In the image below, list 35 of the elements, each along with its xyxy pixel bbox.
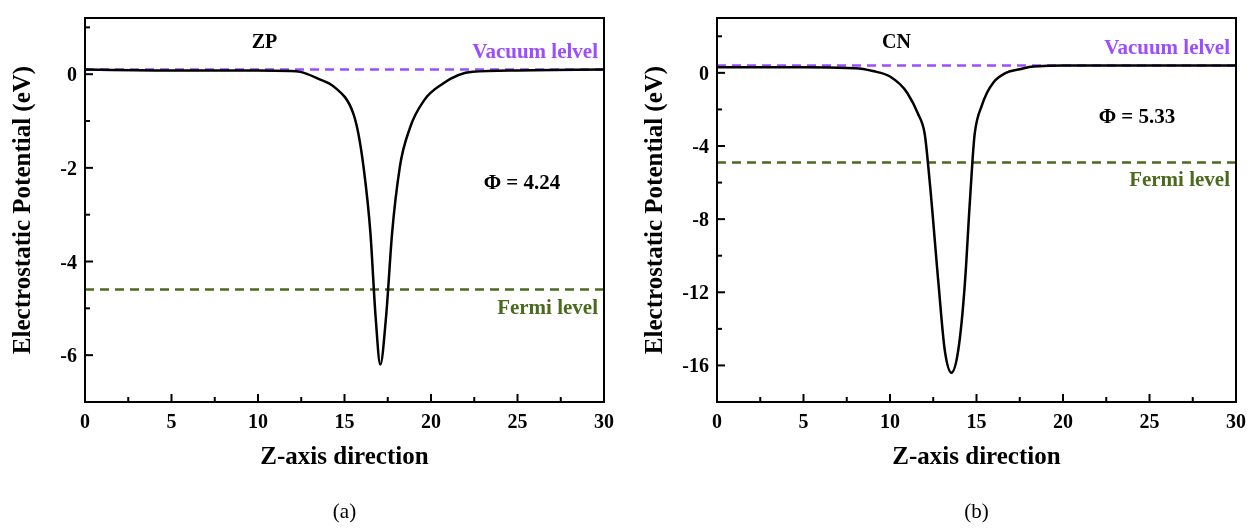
ref-line-label: Fermi level	[1129, 167, 1231, 192]
x-tick-label: 5	[166, 410, 177, 432]
text: (b)	[964, 499, 989, 523]
y-tick-label: -4	[692, 135, 709, 157]
x-tick-label: 25	[507, 410, 528, 432]
x-axis-title: Z-axis direction	[892, 442, 1061, 469]
x-tick-label: 30	[594, 410, 614, 432]
ref-line-label: Vacuum lelvel	[1104, 34, 1231, 59]
text: ZP	[251, 30, 278, 52]
y-axis-title: Electrostatic Potential (eV)	[8, 65, 36, 355]
y-tick-label: 0	[67, 63, 77, 86]
x-axis-title: Z-axis direction	[260, 442, 429, 469]
y-tick-label: -6	[60, 344, 77, 367]
annotation: Φ = 5.33	[1098, 104, 1176, 128]
x-tick-label: 5	[798, 410, 809, 432]
x-tick-label: 20	[1053, 410, 1073, 432]
x-tick-label: 25	[1139, 410, 1160, 432]
ref-line-label: Vacuum lelvel	[472, 38, 599, 63]
y-tick-label: -2	[60, 156, 77, 179]
y-tick-label: -12	[682, 281, 709, 304]
x-tick-label: 20	[421, 410, 441, 432]
y-tick-label: -4	[60, 250, 77, 273]
y-tick-label: 0	[699, 61, 709, 84]
x-tick-label: 10	[248, 410, 268, 432]
ref-line-label: Fermi level	[497, 294, 599, 319]
x-tick-label: 10	[880, 410, 900, 432]
y-tick-label: -8	[692, 208, 709, 231]
x-tick-label: 30	[1226, 410, 1246, 432]
text: CN	[882, 30, 912, 52]
x-tick-label: 15	[966, 410, 987, 432]
y-tick-label: -16	[682, 354, 709, 377]
y-axis-title: Electrostatic Potential (eV)	[640, 65, 668, 355]
annotation: Φ = 4.24	[483, 170, 561, 194]
text: (a)	[332, 499, 357, 523]
x-tick-label: 15	[334, 410, 355, 432]
